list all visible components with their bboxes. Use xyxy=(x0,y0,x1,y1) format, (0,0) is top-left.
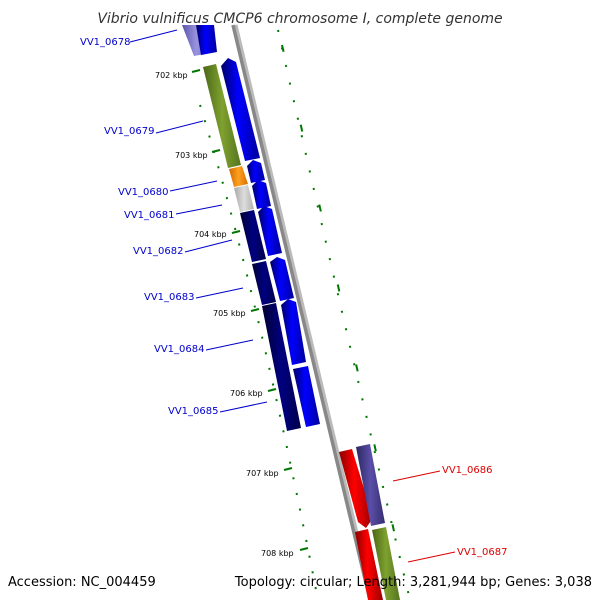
ruler-tick xyxy=(267,388,277,392)
leader-line xyxy=(129,29,178,43)
accession-text: Accession: NC_004459 xyxy=(8,575,156,590)
feature-cog-olive xyxy=(203,64,241,168)
ruler-tick xyxy=(283,467,293,471)
feature-cog-gray xyxy=(234,185,254,212)
backbone xyxy=(231,24,372,600)
ruler-tick xyxy=(211,149,221,153)
gene-label-vv1-0686[interactable]: VV1_0686 xyxy=(442,465,493,476)
ruler-label: 705 kbp xyxy=(213,309,246,318)
ruler-label: 708 kbp xyxy=(261,549,294,558)
feature-cds-forward xyxy=(258,206,282,256)
feature-cds-forward xyxy=(252,180,271,209)
gene-label-vv1-0683[interactable]: VV1_0683 xyxy=(144,292,195,303)
feature-cog-navy xyxy=(252,261,276,305)
feature-cds-forward xyxy=(293,366,320,427)
feature-cds-forward xyxy=(196,25,217,55)
ruler-label: 702 kbp xyxy=(155,71,188,80)
leader-line xyxy=(407,551,456,563)
ruler-tick xyxy=(191,69,201,73)
ruler-label: 707 kbp xyxy=(246,469,279,478)
feature-cog-navy xyxy=(240,210,266,262)
feature-cds-forward xyxy=(221,58,260,161)
feature-cog-orange xyxy=(229,166,248,187)
ruler-tick xyxy=(250,308,260,312)
ruler-label: 706 kbp xyxy=(230,389,263,398)
gene-label-vv1-0679[interactable]: VV1_0679 xyxy=(104,126,155,137)
feature-cds-reverse xyxy=(355,529,383,600)
gene-label-vv1-0678[interactable]: VV1_0678 xyxy=(80,37,131,48)
ruler-label: 704 kbp xyxy=(194,230,227,239)
leader-line xyxy=(195,287,244,299)
gene-label-vv1-0681[interactable]: VV1_0681 xyxy=(124,210,175,221)
feature-cds-reverse xyxy=(339,449,373,528)
ruler-tick xyxy=(231,230,241,234)
gene-label-vv1-0680[interactable]: VV1_0680 xyxy=(118,187,169,198)
map-title: Vibrio vulnificus CMCP6 chromosome I, co… xyxy=(97,11,502,27)
leader-line xyxy=(175,204,223,215)
leader-line xyxy=(392,470,441,482)
ruler-tick xyxy=(299,547,309,551)
leader-line xyxy=(155,120,204,134)
feature-cds-forward xyxy=(247,160,265,183)
ruler-label: 703 kbp xyxy=(175,151,208,160)
feature-cog-olive xyxy=(372,527,400,600)
leader-line xyxy=(184,239,233,253)
gene-label-vv1-0682[interactable]: VV1_0682 xyxy=(133,246,184,257)
feature-cds-forward xyxy=(281,299,306,365)
gene-label-vv1-0687[interactable]: VV1_0687 xyxy=(457,547,508,558)
leader-line xyxy=(169,180,218,192)
gene-label-vv1-0685[interactable]: VV1_0685 xyxy=(168,406,219,417)
ruler: 702 kbp 703 kbp 704 kbp 705 kbp 706 kbp … xyxy=(155,69,309,558)
leader-line xyxy=(219,401,268,413)
reverse-cds-ring xyxy=(339,444,400,600)
gene-labels: VV1_0678 VV1_0679 VV1_0680 VV1_0681 VV1_… xyxy=(80,29,508,563)
leader-line xyxy=(205,339,254,351)
genome-summary-text: Topology: circular; Length: 3,281,944 bp… xyxy=(234,575,592,590)
feature-cog-slateblue xyxy=(356,444,385,526)
feature-cog-navy xyxy=(262,303,301,431)
forward-cds-ring xyxy=(196,25,320,427)
feature-cds-forward xyxy=(270,257,294,301)
backbone-shadow xyxy=(232,24,375,600)
gene-label-vv1-0684[interactable]: VV1_0684 xyxy=(154,344,205,355)
